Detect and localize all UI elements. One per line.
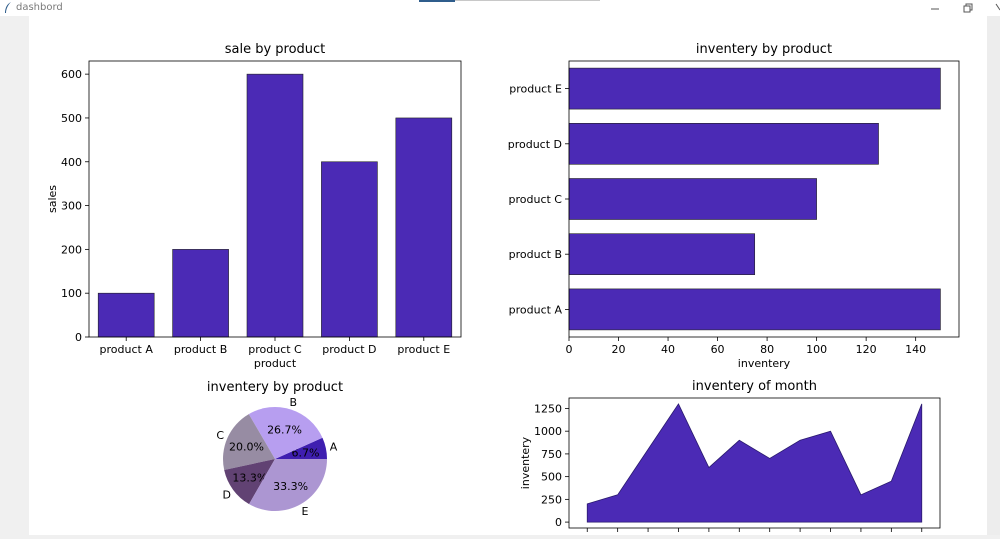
monthly-chart-title: inventery of month xyxy=(692,379,817,394)
x-tick-label: 140 xyxy=(905,343,926,356)
y-tick-label: 1250 xyxy=(534,402,562,415)
x-tick-label: 20 xyxy=(612,343,626,356)
inventory-bar xyxy=(568,233,756,275)
inventory-area xyxy=(586,403,923,523)
y-tick-label: 0 xyxy=(75,331,82,344)
restore-icon[interactable] xyxy=(956,1,978,15)
y-tick-label: 0 xyxy=(555,516,562,529)
pie-slice-label: B xyxy=(290,396,298,409)
y-tick-label: 750 xyxy=(541,448,562,461)
y-tick-label: 300 xyxy=(61,200,82,213)
x-tick-label: 120 xyxy=(856,343,877,356)
window-edge xyxy=(987,16,1000,535)
x-tick-label: 60 xyxy=(711,343,725,356)
y-tick-label: product E xyxy=(509,83,562,96)
y-tick-label: 200 xyxy=(61,243,82,256)
pie-slice-label: E xyxy=(301,505,308,518)
y-tick-label: 250 xyxy=(541,493,562,506)
inventory-bar xyxy=(568,288,941,331)
feather-app-icon xyxy=(5,2,11,13)
inventory-bar xyxy=(568,67,941,110)
pie-slice xyxy=(275,437,327,459)
y-tick-label: product C xyxy=(509,193,563,206)
sales-bar xyxy=(246,73,304,338)
inventory-plot-frame xyxy=(568,60,960,338)
sales-x-label: product xyxy=(254,357,297,370)
y-tick-label: product D xyxy=(508,138,562,151)
pie-chart-title: inventery by product xyxy=(207,380,343,395)
close-icon[interactable] xyxy=(986,1,1000,15)
inventory-x-label: inventery xyxy=(738,357,791,370)
pie-slice-label: C xyxy=(216,429,224,442)
pie-slice-label: D xyxy=(222,488,230,501)
monthly-plot-frame xyxy=(568,397,941,529)
pie-pct-label: 13.3% xyxy=(232,471,267,484)
monthly-y-label: inventery xyxy=(519,436,532,489)
y-tick-label: 1000 xyxy=(534,425,562,438)
y-tick-label: 400 xyxy=(61,156,82,169)
sales-bar xyxy=(97,292,155,338)
y-tick-label: 100 xyxy=(61,287,82,300)
x-tick-label: product D xyxy=(322,343,376,356)
tab-indicator xyxy=(419,0,455,2)
pie-slice xyxy=(249,459,327,512)
pie-pct-label: 26.7% xyxy=(267,423,302,436)
tab-divider xyxy=(455,0,600,1)
pie-slice-label: A xyxy=(330,441,338,454)
inventory-bar xyxy=(568,123,879,165)
y-tick-label: 500 xyxy=(541,471,562,484)
pie-slice xyxy=(223,414,275,471)
x-tick-label: product E xyxy=(397,343,450,356)
pie-slice xyxy=(248,407,323,459)
y-tick-label: product A xyxy=(509,303,563,316)
sales-bar xyxy=(395,117,453,338)
pie-pct-label: 20.0% xyxy=(229,440,264,453)
x-tick-label: product B xyxy=(174,343,227,356)
sales-plot-frame xyxy=(88,60,462,338)
sales-y-label: sales xyxy=(46,185,59,213)
sales-chart-title: sale by product xyxy=(225,42,326,57)
sales-bar xyxy=(321,161,378,338)
x-tick-label: product C xyxy=(248,343,302,356)
pie-slice xyxy=(224,459,275,505)
pie-pct-label: 33.3% xyxy=(273,480,308,493)
window-title: dashbord xyxy=(16,2,63,13)
window-titlebar: dashbord xyxy=(0,0,1000,16)
y-tick-label: product B xyxy=(509,248,562,261)
y-tick-label: 500 xyxy=(61,112,82,125)
minimize-icon[interactable] xyxy=(924,1,946,15)
x-tick-label: 0 xyxy=(566,343,573,356)
pie-pct-label: 6.7% xyxy=(292,446,320,459)
y-tick-label: 600 xyxy=(61,68,82,81)
inventory-bar xyxy=(568,178,817,220)
x-tick-label: 80 xyxy=(760,343,774,356)
inventory-chart-title: inventery by product xyxy=(696,42,832,57)
x-tick-label: product A xyxy=(100,343,154,356)
sales-bar xyxy=(172,249,229,338)
x-tick-label: 100 xyxy=(806,343,827,356)
x-tick-label: 40 xyxy=(661,343,675,356)
